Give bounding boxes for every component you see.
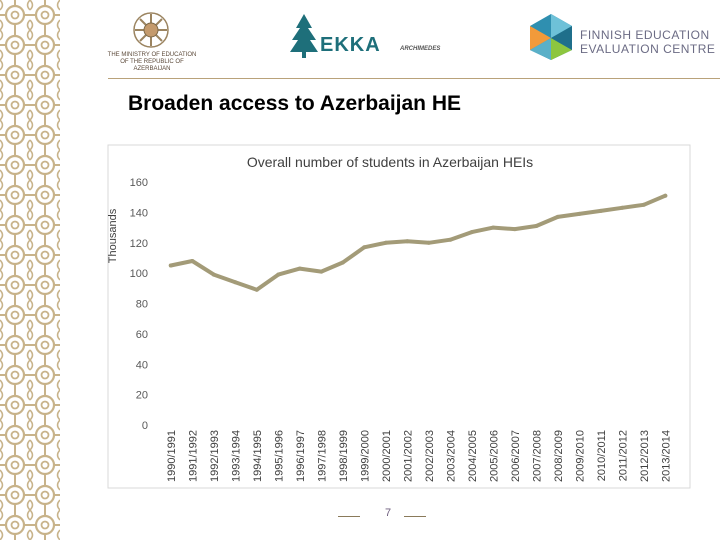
header bbox=[60, 0, 720, 78]
data-point bbox=[620, 205, 625, 210]
y-tick-label: 40 bbox=[136, 359, 148, 371]
x-tick-label: 1997/1998 bbox=[316, 430, 328, 482]
data-point bbox=[211, 272, 216, 277]
y-tick-label: 80 bbox=[136, 299, 148, 311]
x-tick-label: 1993/1994 bbox=[230, 430, 242, 482]
data-point bbox=[168, 263, 173, 268]
ministry-name: THE MINISTRY OF EDUCATION OF THE REPUBLI… bbox=[107, 52, 197, 72]
y-tick-label: 20 bbox=[136, 390, 148, 402]
page-number-rule-left bbox=[338, 516, 360, 517]
slide-title: Broaden access to Azerbaijan HE bbox=[128, 92, 462, 115]
page-number-rule-right bbox=[404, 516, 426, 517]
y-tick-label: 60 bbox=[136, 329, 148, 341]
y-tick-label: 0 bbox=[142, 420, 148, 432]
x-tick-label: 2001/2002 bbox=[402, 430, 414, 482]
x-tick-label: 2002/2003 bbox=[424, 430, 436, 482]
x-tick-label: 2013/2014 bbox=[660, 430, 672, 482]
data-point bbox=[534, 224, 539, 228]
data-point bbox=[641, 202, 646, 207]
data-point bbox=[405, 239, 410, 244]
y-axis-ticks: 0 20 40 60 80 100 120 140 160 bbox=[130, 177, 148, 432]
y-axis-label: Thousands bbox=[107, 208, 119, 263]
decorative-sidebar bbox=[0, 0, 60, 540]
y-tick-label: 160 bbox=[130, 177, 148, 189]
x-axis-ticks: 1990/1991 1991/1992 1992/1993 1993/1994 1994… bbox=[166, 430, 673, 482]
data-point bbox=[297, 266, 302, 271]
data-point bbox=[254, 287, 259, 292]
x-tick-label: 2010/2011 bbox=[596, 430, 608, 481]
y-tick-label: 140 bbox=[130, 207, 148, 219]
series-line bbox=[168, 193, 668, 292]
series-points bbox=[168, 193, 668, 292]
x-tick-label: 2011/2012 bbox=[617, 430, 629, 481]
data-point bbox=[362, 245, 367, 250]
x-tick-label: 1994/1995 bbox=[252, 430, 264, 482]
header-divider bbox=[108, 78, 720, 79]
x-tick-label: 2005/2006 bbox=[488, 430, 500, 482]
data-point bbox=[276, 272, 281, 277]
y-tick-label: 120 bbox=[130, 238, 148, 250]
x-tick-label: 1996/1997 bbox=[295, 430, 307, 482]
x-tick-label: 1990/1991 bbox=[166, 430, 178, 482]
data-point bbox=[598, 208, 603, 213]
tree-icon bbox=[290, 14, 318, 58]
finnish-emblem-icon bbox=[530, 14, 572, 60]
x-tick-label: 1992/1993 bbox=[209, 430, 221, 482]
data-point bbox=[319, 269, 324, 274]
data-point bbox=[512, 227, 517, 232]
page-number: 7 bbox=[385, 507, 392, 519]
x-tick-label: 2012/2013 bbox=[639, 430, 651, 482]
finnish-name-line2: EVALUATION CENTRE bbox=[580, 42, 716, 56]
ministry-emblem-icon bbox=[133, 12, 169, 48]
data-point bbox=[448, 237, 453, 242]
data-point bbox=[190, 259, 195, 263]
chart-title: Overall number of students in Azerbaijan… bbox=[247, 154, 533, 170]
data-point bbox=[491, 225, 496, 230]
data-point bbox=[577, 211, 582, 216]
ekka-partner: ARCHIMEDES bbox=[400, 46, 441, 52]
x-tick-label: 2008/2009 bbox=[553, 430, 565, 482]
chart-frame bbox=[107, 144, 691, 489]
finnish-logo: FINNISH EDUCATION EVALUATION CENTRE bbox=[522, 10, 718, 66]
ekka-logo: EKKA ARCHIMEDES bbox=[284, 8, 464, 70]
x-tick-label: 2000/2001 bbox=[381, 430, 393, 482]
data-point bbox=[469, 230, 474, 235]
x-tick-label: 2009/2010 bbox=[574, 430, 586, 482]
data-point bbox=[426, 240, 431, 245]
x-tick-label: 2007/2008 bbox=[531, 430, 543, 482]
x-tick-label: 2004/2005 bbox=[467, 430, 479, 482]
ekka-name: EKKA bbox=[320, 34, 381, 56]
finnish-name-line1: FINNISH EDUCATION bbox=[580, 28, 710, 42]
x-tick-label: 2006/2007 bbox=[510, 430, 522, 482]
x-tick-label: 1995/1996 bbox=[273, 430, 285, 482]
data-point bbox=[233, 280, 238, 285]
data-point bbox=[383, 240, 388, 245]
ministry-logo: THE MINISTRY OF EDUCATION OF THE REPUBLI… bbox=[68, 10, 198, 72]
data-point bbox=[663, 193, 668, 198]
y-tick-label: 100 bbox=[130, 268, 148, 280]
x-tick-label: 1999/2000 bbox=[359, 430, 371, 482]
x-tick-label: 1991/1992 bbox=[187, 430, 199, 482]
x-tick-label: 1998/1999 bbox=[338, 430, 350, 482]
data-point bbox=[555, 214, 560, 219]
data-point bbox=[340, 260, 345, 265]
x-tick-label: 2003/2004 bbox=[445, 430, 457, 482]
